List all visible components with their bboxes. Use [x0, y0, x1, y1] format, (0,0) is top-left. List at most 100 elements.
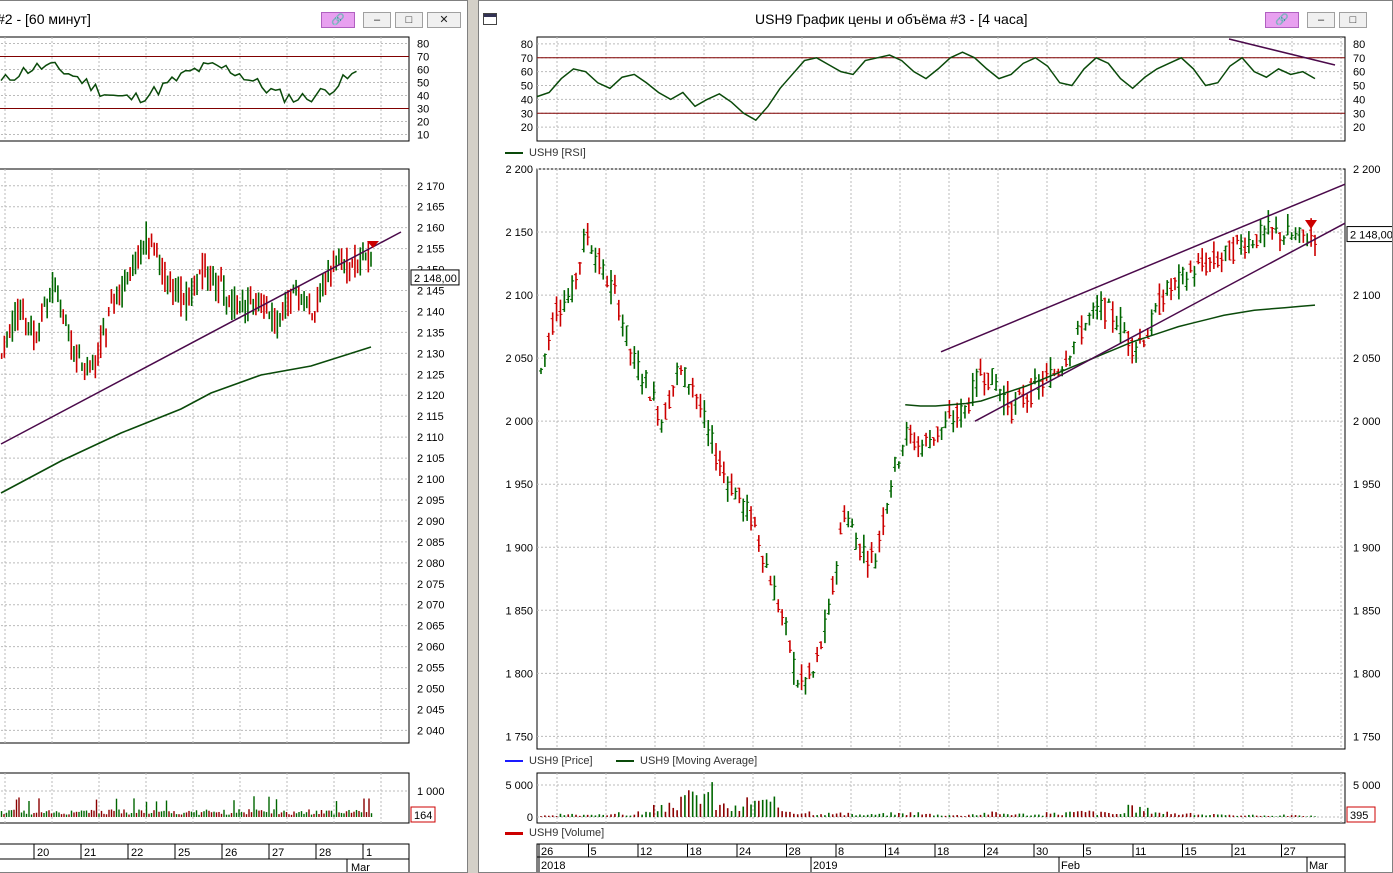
left-price-tick: 2 110 — [417, 432, 444, 444]
time-axis-frame — [536, 843, 1346, 872]
rsi-line — [536, 51, 1316, 122]
close-button[interactable]: ✕ — [427, 12, 461, 28]
date-label: 30 — [1036, 846, 1048, 858]
date-label: 12 — [640, 846, 652, 858]
left-panel-frame-0 — [0, 36, 410, 142]
price-tick-right: 2 100 — [1353, 290, 1381, 302]
left-price-tick: 2 055 — [417, 663, 445, 675]
rsi-tick-right: 80 — [1353, 39, 1365, 51]
rsi-tick-left: 60 — [521, 67, 533, 79]
date-label: 24 — [987, 846, 999, 858]
panel-frame-1 — [536, 168, 1346, 750]
price-tick-right: 2 050 — [1353, 353, 1381, 365]
price-tick-left: 1 950 — [505, 479, 533, 491]
price-legend: USH9 [Price] — [505, 755, 593, 767]
left-price-tick: 2 050 — [417, 684, 445, 696]
left-price-tick: 2 090 — [417, 516, 445, 528]
rsi-tick-right: 60 — [1353, 67, 1365, 79]
maximize-button[interactable]: □ — [1339, 12, 1367, 28]
price-tick-right: 1 900 — [1353, 542, 1381, 554]
price-tick-right: 2 200 — [1353, 164, 1381, 176]
rsi-tick-right: 40 — [1353, 94, 1365, 106]
left-price-tick: 2 145 — [417, 286, 445, 298]
left-date-label: 1 — [366, 847, 372, 859]
rsi-tick-left: 50 — [521, 81, 533, 93]
left-price-tick: 2 170 — [417, 181, 445, 193]
left-date-label: 22 — [131, 847, 143, 859]
left-volume-tick: 1 000 — [417, 786, 445, 798]
rsi-tick-right: 70 — [1353, 53, 1365, 65]
rsi-tick-left: 80 — [521, 39, 533, 51]
rsi-tick-left: 20 — [521, 122, 533, 134]
left-rsi-tick: 80 — [417, 39, 429, 51]
left-date-label: 28 — [319, 847, 331, 859]
price-tick-right: 1 800 — [1353, 668, 1381, 680]
left-price-tick: 2 165 — [417, 202, 445, 214]
minimize-button[interactable]: ‒ — [363, 12, 391, 28]
left-price-tick: 2 125 — [417, 369, 445, 381]
panel-frame-0 — [536, 36, 1346, 142]
left-window-title: #2 - [60 минут] — [0, 11, 91, 27]
maximize-button[interactable]: □ — [395, 12, 423, 28]
moving-average-line — [905, 304, 1316, 407]
date-label: 18 — [937, 846, 949, 858]
link-icon[interactable]: 🔗 — [1265, 12, 1299, 28]
left-trendline — [0, 231, 402, 445]
left-rsi-tick: 60 — [417, 65, 429, 77]
year-label: Feb — [1061, 860, 1080, 872]
left-price-tick: 2 065 — [417, 621, 445, 633]
left-price-tick: 2 085 — [417, 537, 445, 549]
date-label: 24 — [739, 846, 751, 858]
left-price-tick: 2 115 — [417, 411, 444, 423]
ma-legend: USH9 [Moving Average] — [616, 755, 757, 767]
date-label: 11 — [1135, 846, 1146, 858]
date-label: 5 — [591, 846, 597, 858]
price-tick-left: 2 100 — [505, 290, 533, 302]
left-rsi-tick: 20 — [417, 117, 429, 129]
price-tick-left: 2 000 — [505, 416, 533, 428]
signal-marker — [1305, 220, 1317, 229]
left-date-label: 21 — [84, 847, 96, 859]
minimize-button[interactable]: ‒ — [1307, 12, 1335, 28]
left-date-label: 25 — [178, 847, 190, 859]
price-tick-right: 1 750 — [1353, 731, 1381, 743]
left-rsi-tick: 10 — [417, 130, 429, 142]
left-price-tick: 2 040 — [417, 725, 445, 737]
year-label: 2018 — [541, 860, 565, 872]
date-label: 21 — [1234, 846, 1246, 858]
last-volume-box — [1346, 806, 1376, 823]
left-date-label: 27 — [272, 847, 284, 859]
left-rsi-tick: 50 — [417, 78, 429, 90]
left-price-tick: 2 105 — [417, 453, 445, 465]
left-price-tick: 2 140 — [417, 306, 445, 318]
rsi-tick-left: 30 — [521, 108, 533, 120]
channel-upper-line — [940, 183, 1346, 353]
date-label: 5 — [1086, 846, 1092, 858]
right-chart-window: USH9 График цены и объёма #3 - [4 часа] … — [478, 0, 1393, 873]
rsi-legend: USH9 [RSI] — [505, 147, 586, 159]
left-signal-marker — [367, 241, 379, 248]
price-tick-right: 1 950 — [1353, 479, 1381, 491]
price-tick-left: 1 900 — [505, 542, 533, 554]
left-chart-window: #2 - [60 минут] 🔗 ‒ □ ✕ 80 70 60 50 40 30 20 10… — [0, 0, 468, 873]
left-price-tick: 2 155 — [417, 244, 445, 256]
left-price-tick: 2 095 — [417, 495, 445, 507]
left-price-tick: 2 120 — [417, 390, 445, 402]
left-last-price-box — [410, 269, 460, 286]
left-price-tick: 2 045 — [417, 704, 445, 716]
date-label: 27 — [1284, 846, 1296, 858]
year-label: Mar — [1309, 860, 1328, 872]
rsi-trendline — [1228, 38, 1336, 66]
date-label: 26 — [541, 846, 553, 858]
date-label: 18 — [690, 846, 702, 858]
date-label: 8 — [838, 846, 844, 858]
rsi-tick-left: 70 — [521, 53, 533, 65]
price-tick-left: 1 850 — [505, 605, 533, 617]
left-price-tick: 2 100 — [417, 474, 445, 486]
link-icon[interactable]: 🔗 — [321, 12, 355, 28]
right-window-titlebar[interactable]: USH9 График цены и объёма #3 - [4 часа] … — [479, 1, 1392, 37]
left-window-titlebar[interactable]: #2 - [60 минут] 🔗 ‒ □ ✕ — [0, 1, 467, 37]
price-tick-left: 2 050 — [505, 353, 533, 365]
